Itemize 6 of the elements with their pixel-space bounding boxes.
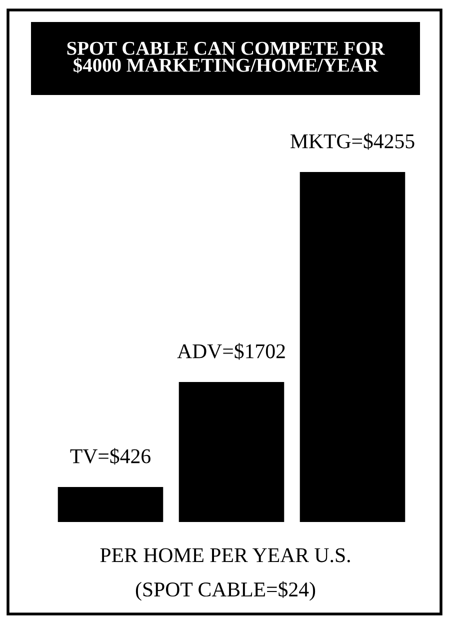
data-label: MKTG=$4255 [290,133,414,150]
chart-title: SPOT CABLE CAN COMPETE FOR $4000 MARKETING/HOME/YEAR [67,42,385,74]
x-axis-title: PER HOME PER YEAR U.S. [100,548,350,562]
data-label: TV=$426 [70,448,150,465]
data-label: ADV=$1702 [177,343,285,360]
text: (SPOT CABLE=$24) [136,581,316,601]
